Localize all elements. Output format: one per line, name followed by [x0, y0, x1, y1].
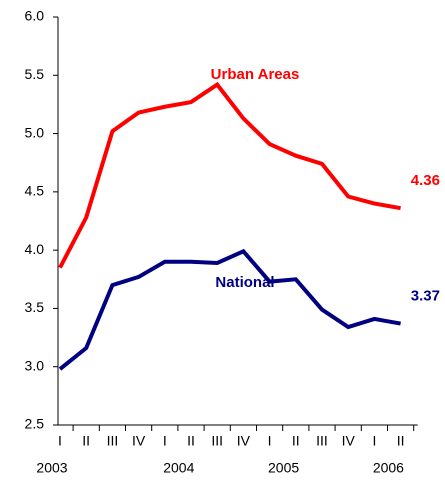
value-label: 3.37	[411, 288, 440, 305]
x-tick-label: I	[268, 433, 272, 449]
x-tick-label: III	[211, 433, 223, 449]
x-tick-label: III	[107, 433, 119, 449]
x-tick-label: I	[372, 433, 376, 449]
x-group-label: 2003	[36, 460, 67, 476]
series-line	[58, 81, 401, 269]
x-tick-label: I	[58, 433, 62, 449]
y-tick-label: 3.0	[25, 357, 45, 373]
x-tick-label: IV	[237, 433, 251, 449]
x-tick-label: II	[292, 433, 300, 449]
x-tick-label: II	[187, 433, 195, 449]
y-tick-label: 6.0	[25, 8, 45, 24]
x-group-label: 2006	[373, 460, 404, 476]
y-tick-label: 5.5	[25, 66, 45, 82]
y-tick-label: 5.0	[25, 124, 45, 140]
series-label: Urban Areas	[211, 66, 300, 83]
x-tick-label: III	[316, 433, 328, 449]
x-group-label: 2005	[268, 460, 299, 476]
x-tick-label: II	[397, 433, 405, 449]
x-tick-label: I	[163, 433, 167, 449]
series-label: National	[215, 274, 274, 291]
x-tick-label: IV	[132, 433, 146, 449]
y-tick-label: 3.5	[25, 299, 45, 315]
y-tick-label: 4.5	[25, 183, 45, 199]
y-tick-label: 4.0	[25, 241, 45, 257]
x-tick-label: II	[82, 433, 90, 449]
x-tick-label: IV	[342, 433, 356, 449]
y-tick-label: 2.5	[25, 416, 45, 432]
value-label: 4.36	[411, 172, 440, 189]
x-group-label: 2004	[163, 460, 194, 476]
series-line	[58, 248, 401, 371]
